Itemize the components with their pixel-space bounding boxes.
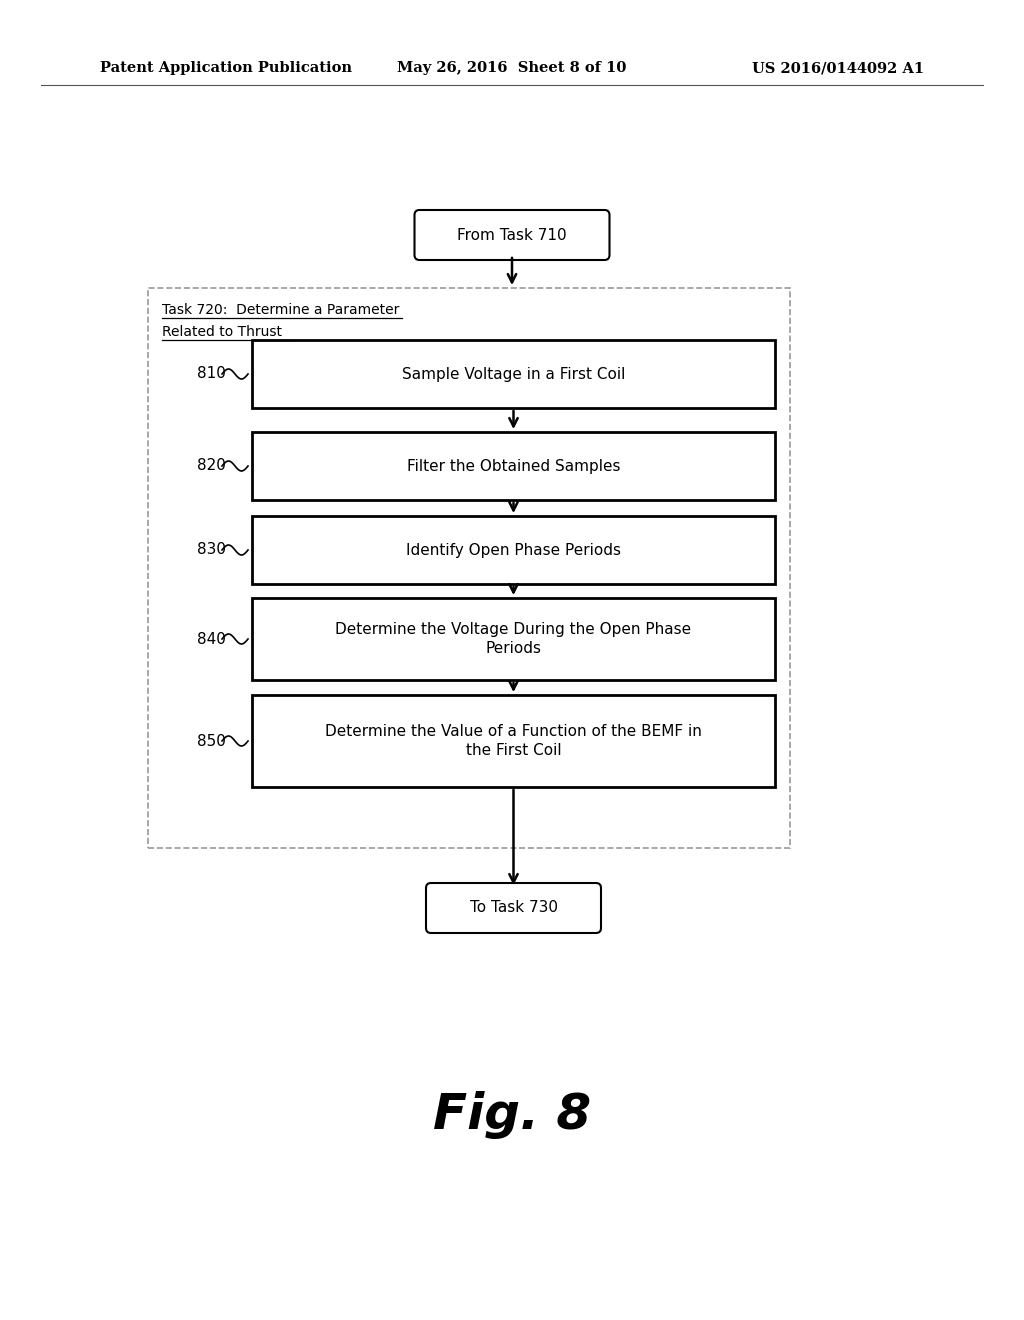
Text: Task 720:  Determine a Parameter: Task 720: Determine a Parameter bbox=[162, 304, 399, 317]
Text: Determine the Value of a Function of the BEMF in
the First Coil: Determine the Value of a Function of the… bbox=[325, 723, 701, 759]
Text: 840: 840 bbox=[197, 631, 226, 647]
Text: 820: 820 bbox=[197, 458, 226, 474]
Text: Determine the Voltage During the Open Phase
Periods: Determine the Voltage During the Open Ph… bbox=[336, 622, 691, 656]
Text: Fig. 8: Fig. 8 bbox=[433, 1092, 591, 1139]
Text: US 2016/0144092 A1: US 2016/0144092 A1 bbox=[752, 61, 924, 75]
FancyBboxPatch shape bbox=[252, 432, 775, 500]
Text: Filter the Obtained Samples: Filter the Obtained Samples bbox=[407, 458, 621, 474]
Text: From Task 710: From Task 710 bbox=[457, 227, 567, 243]
Text: To Task 730: To Task 730 bbox=[469, 900, 557, 916]
FancyBboxPatch shape bbox=[252, 696, 775, 787]
Text: Patent Application Publication: Patent Application Publication bbox=[100, 61, 352, 75]
Text: 830: 830 bbox=[197, 543, 226, 557]
FancyBboxPatch shape bbox=[252, 341, 775, 408]
FancyBboxPatch shape bbox=[148, 288, 790, 847]
FancyBboxPatch shape bbox=[252, 516, 775, 583]
FancyBboxPatch shape bbox=[415, 210, 609, 260]
Text: May 26, 2016  Sheet 8 of 10: May 26, 2016 Sheet 8 of 10 bbox=[397, 61, 627, 75]
Text: 850: 850 bbox=[197, 734, 226, 748]
Text: Sample Voltage in a First Coil: Sample Voltage in a First Coil bbox=[401, 367, 626, 381]
Text: Identify Open Phase Periods: Identify Open Phase Periods bbox=[406, 543, 621, 557]
Text: Related to Thrust: Related to Thrust bbox=[162, 325, 282, 339]
FancyBboxPatch shape bbox=[426, 883, 601, 933]
Text: 810: 810 bbox=[197, 367, 226, 381]
FancyBboxPatch shape bbox=[252, 598, 775, 680]
